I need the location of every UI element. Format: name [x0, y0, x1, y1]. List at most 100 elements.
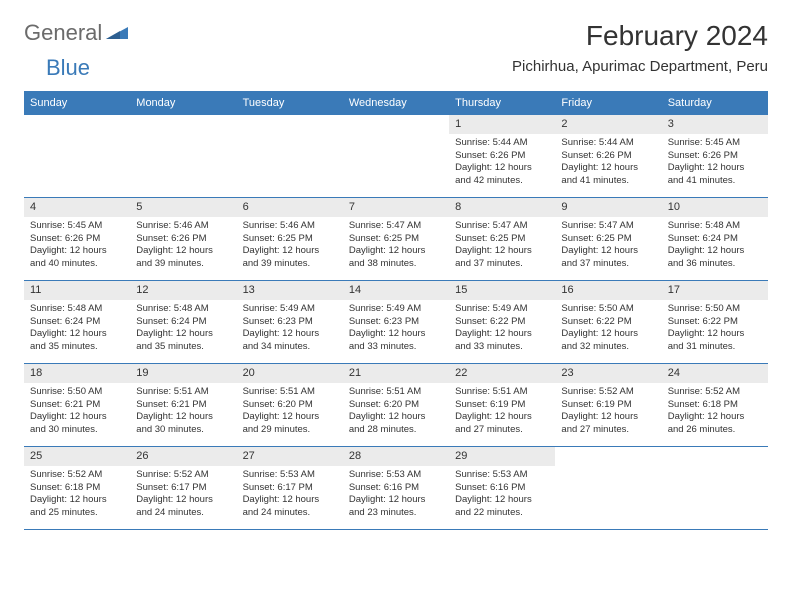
empty-day-cell [662, 447, 768, 529]
day-content: Sunrise: 5:44 AMSunset: 6:26 PMDaylight:… [555, 134, 661, 192]
weekday-header-cell: Monday [130, 91, 236, 115]
day-content: Sunrise: 5:51 AMSunset: 6:20 PMDaylight:… [237, 383, 343, 441]
day-number: 20 [237, 364, 343, 383]
daylight-text: Daylight: 12 hours [243, 245, 337, 258]
day-cell: 15Sunrise: 5:49 AMSunset: 6:22 PMDayligh… [449, 281, 555, 363]
day-cell: 14Sunrise: 5:49 AMSunset: 6:23 PMDayligh… [343, 281, 449, 363]
daylight-text: Daylight: 12 hours [561, 411, 655, 424]
sunrise-text: Sunrise: 5:50 AM [561, 303, 655, 316]
day-content: Sunrise: 5:51 AMSunset: 6:21 PMDaylight:… [130, 383, 236, 441]
day-content: Sunrise: 5:51 AMSunset: 6:19 PMDaylight:… [449, 383, 555, 441]
logo-triangle-icon [106, 23, 128, 44]
daylight-text-2: and 35 minutes. [30, 341, 124, 354]
daylight-text-2: and 27 minutes. [455, 424, 549, 437]
sunset-text: Sunset: 6:24 PM [30, 316, 124, 329]
day-cell: 7Sunrise: 5:47 AMSunset: 6:25 PMDaylight… [343, 198, 449, 280]
daylight-text-2: and 39 minutes. [243, 258, 337, 271]
sunset-text: Sunset: 6:19 PM [561, 399, 655, 412]
daylight-text-2: and 31 minutes. [668, 341, 762, 354]
daylight-text-2: and 33 minutes. [455, 341, 549, 354]
sunset-text: Sunset: 6:25 PM [561, 233, 655, 246]
sunset-text: Sunset: 6:25 PM [349, 233, 443, 246]
sunset-text: Sunset: 6:20 PM [243, 399, 337, 412]
day-number [130, 115, 236, 134]
sunset-text: Sunset: 6:19 PM [455, 399, 549, 412]
daylight-text: Daylight: 12 hours [668, 162, 762, 175]
day-cell: 29Sunrise: 5:53 AMSunset: 6:16 PMDayligh… [449, 447, 555, 529]
day-content: Sunrise: 5:47 AMSunset: 6:25 PMDaylight:… [449, 217, 555, 275]
sunrise-text: Sunrise: 5:44 AM [561, 137, 655, 150]
daylight-text-2: and 25 minutes. [30, 507, 124, 520]
sunset-text: Sunset: 6:22 PM [455, 316, 549, 329]
daylight-text-2: and 38 minutes. [349, 258, 443, 271]
daylight-text-2: and 23 minutes. [349, 507, 443, 520]
logo-text-general: General [24, 20, 102, 46]
month-title: February 2024 [512, 20, 768, 52]
weekday-header-cell: Friday [555, 91, 661, 115]
daylight-text: Daylight: 12 hours [30, 411, 124, 424]
daylight-text-2: and 29 minutes. [243, 424, 337, 437]
sunset-text: Sunset: 6:18 PM [668, 399, 762, 412]
day-cell: 18Sunrise: 5:50 AMSunset: 6:21 PMDayligh… [24, 364, 130, 446]
daylight-text-2: and 41 minutes. [561, 175, 655, 188]
sunrise-text: Sunrise: 5:51 AM [455, 386, 549, 399]
day-cell: 2Sunrise: 5:44 AMSunset: 6:26 PMDaylight… [555, 115, 661, 197]
daylight-text-2: and 39 minutes. [136, 258, 230, 271]
sunrise-text: Sunrise: 5:48 AM [30, 303, 124, 316]
week-row: 4Sunrise: 5:45 AMSunset: 6:26 PMDaylight… [24, 198, 768, 281]
day-number [343, 115, 449, 134]
daylight-text-2: and 30 minutes. [136, 424, 230, 437]
daylight-text-2: and 33 minutes. [349, 341, 443, 354]
empty-day-cell [237, 115, 343, 197]
daylight-text: Daylight: 12 hours [561, 162, 655, 175]
sunset-text: Sunset: 6:17 PM [136, 482, 230, 495]
day-cell: 24Sunrise: 5:52 AMSunset: 6:18 PMDayligh… [662, 364, 768, 446]
daylight-text-2: and 40 minutes. [30, 258, 124, 271]
day-cell: 22Sunrise: 5:51 AMSunset: 6:19 PMDayligh… [449, 364, 555, 446]
day-number: 17 [662, 281, 768, 300]
daylight-text: Daylight: 12 hours [243, 494, 337, 507]
daylight-text-2: and 32 minutes. [561, 341, 655, 354]
day-number: 19 [130, 364, 236, 383]
weekday-header-cell: Thursday [449, 91, 555, 115]
daylight-text-2: and 35 minutes. [136, 341, 230, 354]
daylight-text: Daylight: 12 hours [561, 245, 655, 258]
day-cell: 10Sunrise: 5:48 AMSunset: 6:24 PMDayligh… [662, 198, 768, 280]
day-number: 22 [449, 364, 555, 383]
sunrise-text: Sunrise: 5:50 AM [668, 303, 762, 316]
day-content: Sunrise: 5:52 AMSunset: 6:19 PMDaylight:… [555, 383, 661, 441]
daylight-text-2: and 37 minutes. [455, 258, 549, 271]
sunrise-text: Sunrise: 5:46 AM [243, 220, 337, 233]
sunrise-text: Sunrise: 5:52 AM [561, 386, 655, 399]
sunset-text: Sunset: 6:26 PM [561, 150, 655, 163]
day-number: 8 [449, 198, 555, 217]
day-cell: 19Sunrise: 5:51 AMSunset: 6:21 PMDayligh… [130, 364, 236, 446]
sunset-text: Sunset: 6:26 PM [30, 233, 124, 246]
day-content: Sunrise: 5:48 AMSunset: 6:24 PMDaylight:… [662, 217, 768, 275]
day-content: Sunrise: 5:50 AMSunset: 6:21 PMDaylight:… [24, 383, 130, 441]
daylight-text-2: and 26 minutes. [668, 424, 762, 437]
daylight-text: Daylight: 12 hours [349, 245, 443, 258]
day-cell: 21Sunrise: 5:51 AMSunset: 6:20 PMDayligh… [343, 364, 449, 446]
day-number: 23 [555, 364, 661, 383]
day-number: 26 [130, 447, 236, 466]
daylight-text-2: and 22 minutes. [455, 507, 549, 520]
sunrise-text: Sunrise: 5:49 AM [243, 303, 337, 316]
daylight-text: Daylight: 12 hours [349, 411, 443, 424]
day-content: Sunrise: 5:50 AMSunset: 6:22 PMDaylight:… [555, 300, 661, 358]
sunrise-text: Sunrise: 5:53 AM [455, 469, 549, 482]
sunrise-text: Sunrise: 5:52 AM [30, 469, 124, 482]
daylight-text: Daylight: 12 hours [136, 411, 230, 424]
day-content: Sunrise: 5:49 AMSunset: 6:23 PMDaylight:… [343, 300, 449, 358]
daylight-text: Daylight: 12 hours [136, 494, 230, 507]
day-content: Sunrise: 5:52 AMSunset: 6:17 PMDaylight:… [130, 466, 236, 524]
day-cell: 17Sunrise: 5:50 AMSunset: 6:22 PMDayligh… [662, 281, 768, 363]
sunrise-text: Sunrise: 5:50 AM [30, 386, 124, 399]
day-content: Sunrise: 5:53 AMSunset: 6:17 PMDaylight:… [237, 466, 343, 524]
empty-day-cell [555, 447, 661, 529]
day-number: 13 [237, 281, 343, 300]
sunrise-text: Sunrise: 5:48 AM [668, 220, 762, 233]
sunrise-text: Sunrise: 5:47 AM [455, 220, 549, 233]
sunrise-text: Sunrise: 5:46 AM [136, 220, 230, 233]
calendar-page: General February 2024 Pichirhua, Apurima… [0, 0, 792, 540]
